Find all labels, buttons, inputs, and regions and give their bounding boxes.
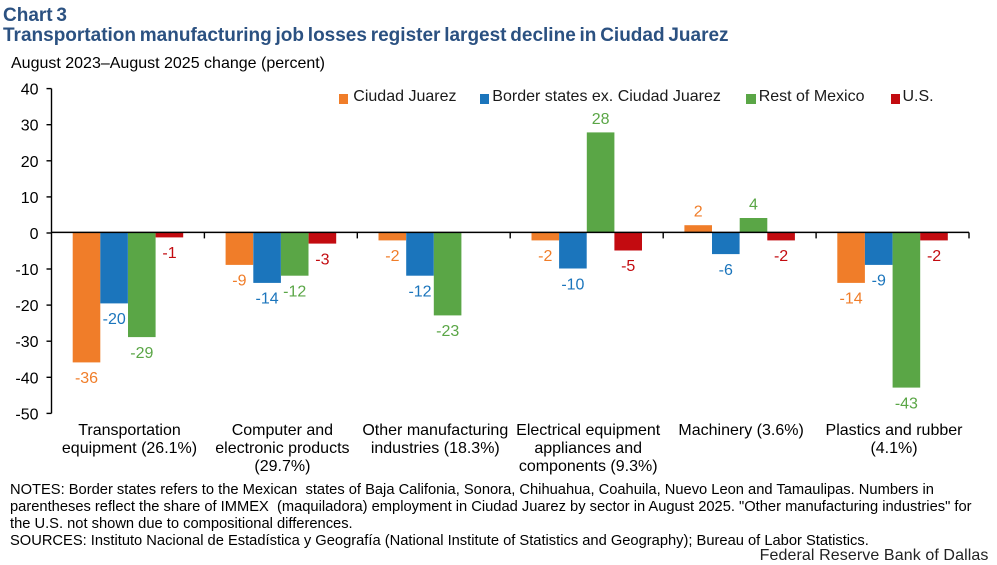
svg-text:-9: -9 — [232, 273, 246, 290]
svg-text:-20: -20 — [15, 298, 38, 315]
svg-text:-40: -40 — [15, 370, 38, 387]
svg-text:-2: -2 — [538, 248, 552, 265]
svg-text:4: 4 — [749, 196, 758, 213]
svg-text:-36: -36 — [75, 370, 98, 387]
svg-text:-14: -14 — [256, 291, 279, 308]
svg-text:-2: -2 — [385, 248, 399, 265]
svg-text:-2: -2 — [927, 248, 941, 265]
svg-text:-9: -9 — [872, 273, 886, 290]
svg-text:20: 20 — [21, 154, 39, 171]
svg-text:-30: -30 — [15, 334, 38, 351]
svg-text:0: 0 — [30, 226, 39, 243]
svg-text:-43: -43 — [895, 395, 918, 412]
svg-text:-6: -6 — [719, 262, 733, 279]
svg-text:-1: -1 — [162, 245, 176, 262]
svg-text:10: 10 — [21, 190, 39, 207]
svg-text:-10: -10 — [15, 262, 38, 279]
svg-text:40: 40 — [21, 82, 39, 99]
svg-text:28: 28 — [592, 111, 610, 128]
svg-text:-23: -23 — [436, 323, 459, 340]
svg-text:-12: -12 — [283, 284, 306, 301]
svg-text:-29: -29 — [130, 345, 153, 362]
svg-text:-50: -50 — [15, 406, 38, 423]
svg-text:-5: -5 — [621, 258, 635, 275]
svg-text:30: 30 — [21, 118, 39, 135]
svg-text:-2: -2 — [774, 248, 788, 265]
svg-text:-14: -14 — [840, 291, 863, 308]
svg-text:2: 2 — [694, 204, 703, 221]
svg-text:-20: -20 — [103, 311, 126, 328]
svg-text:-3: -3 — [315, 251, 329, 268]
svg-text:-12: -12 — [408, 284, 431, 301]
svg-text:-10: -10 — [561, 276, 584, 293]
